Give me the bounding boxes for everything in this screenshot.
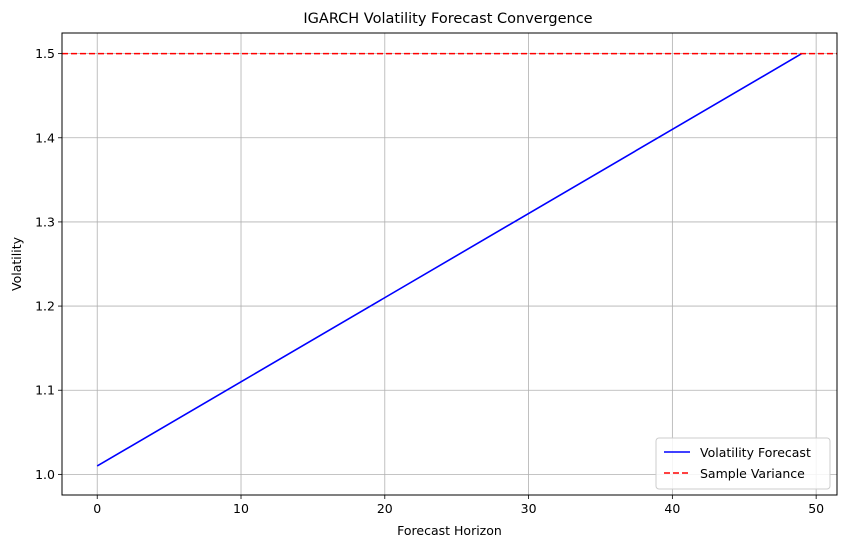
x-tick-label: 10 bbox=[233, 501, 249, 516]
legend-label-volatility-forecast: Volatility Forecast bbox=[700, 445, 811, 460]
ticks: 0 10 20 30 40 50 1.0 1.1 1.2 1.3 1.4 1.5 bbox=[35, 46, 824, 516]
y-tick-label: 1.3 bbox=[35, 214, 55, 229]
legend: Volatility Forecast Sample Variance bbox=[655, 437, 831, 490]
y-tick-label: 1.0 bbox=[35, 467, 55, 482]
grid bbox=[62, 33, 837, 495]
x-axis-label: Forecast Horizon bbox=[397, 523, 502, 538]
x-tick-label: 0 bbox=[93, 501, 101, 516]
x-tick-label: 40 bbox=[664, 501, 680, 516]
y-tick-label: 1.1 bbox=[35, 383, 55, 398]
legend-label-sample-variance: Sample Variance bbox=[700, 466, 805, 481]
legend-box bbox=[655, 437, 831, 490]
y-tick-label: 1.2 bbox=[35, 299, 55, 314]
plot-frame bbox=[61, 32, 838, 496]
y-tick-label: 1.5 bbox=[35, 46, 55, 61]
y-axis-label: Volatility bbox=[9, 236, 24, 291]
y-tick-label: 1.4 bbox=[35, 130, 55, 145]
chart-title: IGARCH Volatility Forecast Convergence bbox=[303, 11, 592, 27]
series-layer bbox=[62, 52, 837, 467]
x-tick-label: 20 bbox=[377, 501, 393, 516]
volatility-forecast-line bbox=[96, 52, 803, 467]
x-tick-label: 50 bbox=[808, 501, 824, 516]
x-tick-label: 30 bbox=[521, 501, 537, 516]
